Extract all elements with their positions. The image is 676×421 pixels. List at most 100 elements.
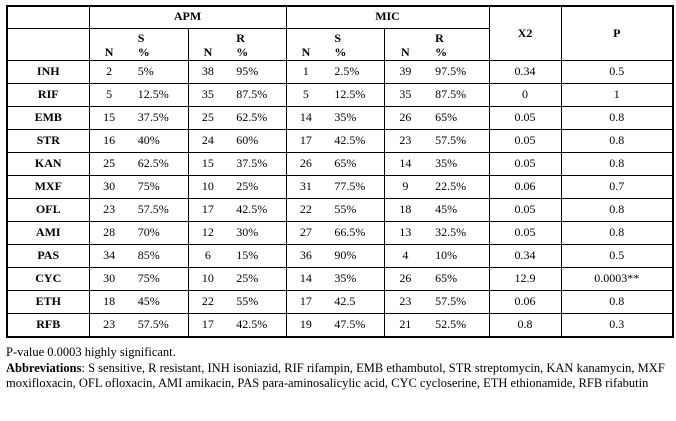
table-header: APM MIC X2 P S N% R N% xyxy=(6,5,674,62)
count-value: 36 xyxy=(299,248,312,263)
count-value: 23 xyxy=(399,133,412,148)
chi-square-value: 0.34 xyxy=(488,244,562,269)
chi-square-value: 0.8 xyxy=(488,313,562,338)
drug-name: OFL xyxy=(6,198,90,223)
percent-value: 12.5% xyxy=(137,87,169,102)
group-cell: 28 70% xyxy=(88,221,189,246)
percent-value: 55% xyxy=(236,294,259,309)
percent-value: 57.5% xyxy=(137,317,169,332)
p-value: 0.8 xyxy=(560,198,674,223)
percent-value: 97.5% xyxy=(435,64,467,79)
drug-name: PAS xyxy=(6,244,90,269)
chi-square-value: 12.9 xyxy=(488,267,562,292)
table-footnotes: P-value 0.0003 highly significant. Abbre… xyxy=(6,345,674,392)
group-cell: 10 25% xyxy=(187,267,287,292)
count-value: 26 xyxy=(399,110,412,125)
percent-value: 95% xyxy=(236,64,259,79)
p-value: 0.8 xyxy=(560,290,674,315)
group-cell: 18 45% xyxy=(383,198,490,223)
apm-sensitive-subheader: S N% xyxy=(88,27,189,62)
count-value: 14 xyxy=(299,271,312,286)
count-value: 31 xyxy=(299,179,312,194)
count-value: 24 xyxy=(201,133,214,148)
group-cell: 26 65% xyxy=(383,267,490,292)
count-value: 26 xyxy=(399,271,412,286)
table-row: KAN 25 62.5% 15 37.5% 26 65% 14 35% 0.05 0.8 xyxy=(6,152,674,177)
abbreviations-text: : S sensitive, R resistant, INH isoniazi… xyxy=(6,361,665,391)
count-value: 19 xyxy=(299,317,312,332)
table-row: STR 16 40% 24 60% 17 42.5% 23 57.5% 0.05 0.8 xyxy=(6,129,674,154)
group-cell: 18 45% xyxy=(88,290,189,315)
abbreviations-label: Abbreviations xyxy=(6,361,82,376)
count-value: 18 xyxy=(103,294,116,309)
table-row: ETH 18 45% 22 55% 17 42.5 23 57.5% 0.06 0.8 xyxy=(6,290,674,315)
chi-square-value: 0.34 xyxy=(488,60,562,85)
group-cell: 13 32.5% xyxy=(383,221,490,246)
percent-value: 42.5% xyxy=(236,202,268,217)
count-label: N xyxy=(400,44,410,59)
mic-resistant-subheader: R N% xyxy=(383,27,490,62)
table-row: AMI 28 70% 12 30% 27 66.5% 13 32.5% 0.05 0.8 xyxy=(6,221,674,246)
p-value: 0.8 xyxy=(560,106,674,131)
group-cell: 16 40% xyxy=(88,129,189,154)
drug-name: AMI xyxy=(6,221,90,246)
group-cell: 5 12.5% xyxy=(285,83,385,108)
drug-name: CYC xyxy=(6,267,90,292)
percent-value: 57.5% xyxy=(137,202,169,217)
count-value: 38 xyxy=(201,64,214,79)
p-value: 0.3 xyxy=(560,313,674,338)
percent-value: 60% xyxy=(236,133,259,148)
table-row: PAS 34 85% 6 15% 36 90% 4 10% 0.34 0.5 xyxy=(6,244,674,269)
apm-resistant-subheader: R N% xyxy=(187,27,287,62)
table-row: CYC 30 75% 10 25% 14 35% 26 65% 12.9 0.0003** xyxy=(6,267,674,292)
percent-label: % xyxy=(435,44,448,59)
count-value: 34 xyxy=(103,248,116,263)
count-value: 5 xyxy=(106,87,113,102)
chi-square-value: 0.05 xyxy=(488,129,562,154)
group-cell: 35 87.5% xyxy=(383,83,490,108)
table-row: RIF 5 12.5% 35 87.5% 5 12.5% 35 87.5% 0 1 xyxy=(6,83,674,108)
count-value: 23 xyxy=(103,317,116,332)
count-value: 28 xyxy=(103,225,116,240)
percent-value: 40% xyxy=(137,133,160,148)
percent-value: 57.5% xyxy=(435,294,467,309)
sensitive-label: S xyxy=(137,30,145,45)
drug-name: EMB xyxy=(6,106,90,131)
drug-name: RFB xyxy=(6,313,90,338)
percent-value: 62.5% xyxy=(137,156,169,171)
count-value: 14 xyxy=(399,156,412,171)
group-cell: 5 12.5% xyxy=(88,83,189,108)
count-value: 6 xyxy=(204,248,211,263)
percent-value: 87.5% xyxy=(236,87,268,102)
count-value: 25 xyxy=(201,110,214,125)
count-value: 21 xyxy=(399,317,412,332)
count-value: 18 xyxy=(399,202,412,217)
chi-square-value: 0 xyxy=(488,83,562,108)
percent-value: 35% xyxy=(334,271,357,286)
drug-column-header-blank xyxy=(6,5,90,29)
group-cell: 30 75% xyxy=(88,267,189,292)
p-column-header: P xyxy=(560,5,674,62)
percent-value: 85% xyxy=(137,248,160,263)
group-cell: 12 30% xyxy=(187,221,287,246)
count-value: 30 xyxy=(103,179,116,194)
percent-value: 2.5% xyxy=(334,64,360,79)
drug-name: STR xyxy=(6,129,90,154)
group-cell: 10 25% xyxy=(187,175,287,200)
count-value: 17 xyxy=(299,294,312,309)
drug-name: RIF xyxy=(6,83,90,108)
percent-label: % xyxy=(334,44,347,59)
group-cell: 38 95% xyxy=(187,60,287,85)
count-value: 22 xyxy=(299,202,312,217)
group-cell: 17 42.5% xyxy=(285,129,385,154)
chi-square-column-header: X2 xyxy=(488,5,562,62)
percent-value: 12.5% xyxy=(334,87,366,102)
group-cell: 25 62.5% xyxy=(187,106,287,131)
percent-value: 52.5% xyxy=(435,317,467,332)
count-value: 15 xyxy=(201,156,214,171)
group-cell: 23 57.5% xyxy=(383,129,490,154)
drug-column-subheader-blank xyxy=(6,27,90,62)
group-cell: 23 57.5% xyxy=(88,313,189,338)
count-value: 35 xyxy=(201,87,214,102)
count-value: 23 xyxy=(399,294,412,309)
